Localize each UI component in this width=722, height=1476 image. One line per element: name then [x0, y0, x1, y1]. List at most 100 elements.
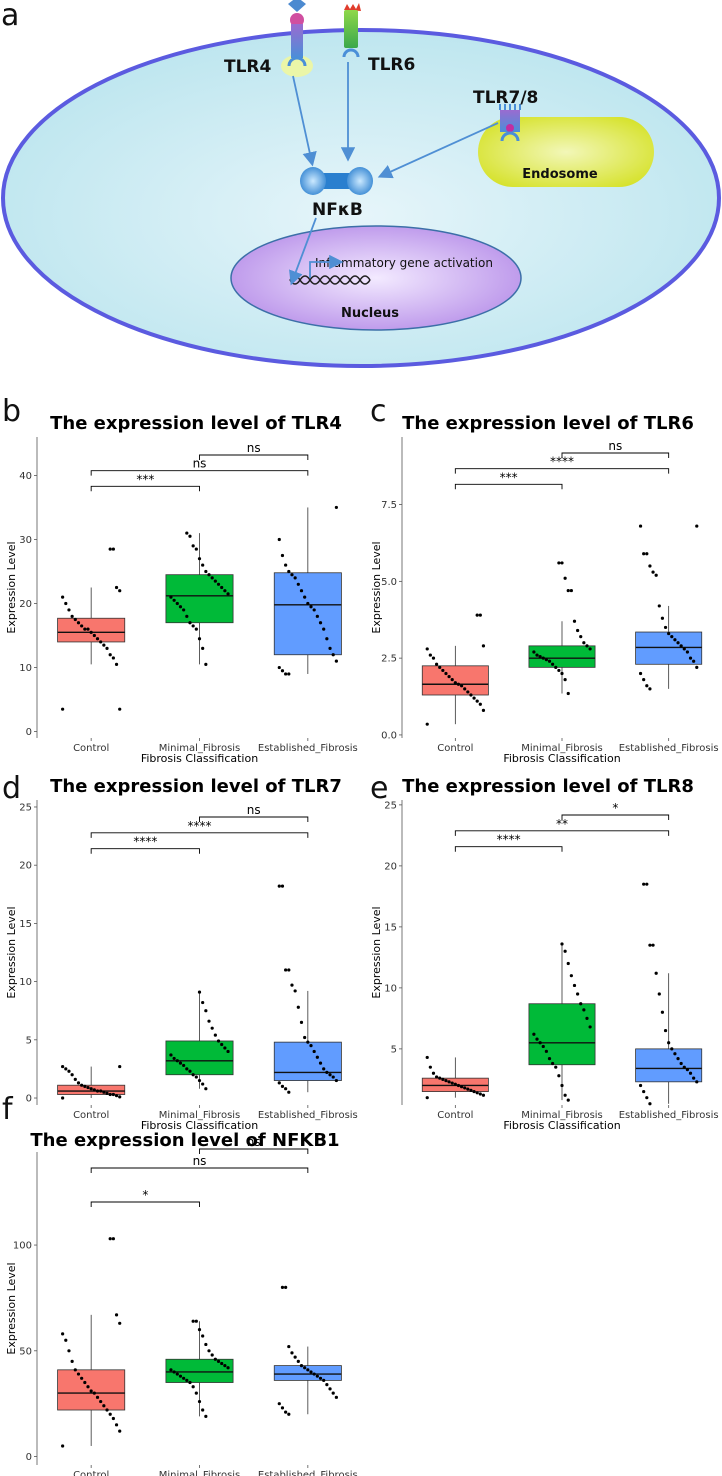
data-point: [92, 633, 96, 638]
significance-bracket: [454, 468, 670, 474]
data-point: [469, 1088, 473, 1092]
significance-label: ns: [608, 439, 622, 453]
data-point: [557, 561, 561, 565]
data-point: [541, 1044, 545, 1049]
data-point: [207, 1019, 211, 1023]
data-point: [293, 1355, 297, 1359]
data-point: [544, 658, 548, 662]
data-point: [588, 647, 592, 651]
data-point: [466, 1087, 470, 1091]
data-point: [303, 1366, 307, 1370]
data-point: [280, 884, 285, 888]
box-Minimal_Fibrosis: [165, 990, 234, 1091]
panel-letter-f: f: [2, 1092, 14, 1127]
data-point: [563, 949, 567, 953]
data-point: [334, 505, 338, 510]
data-point: [61, 595, 65, 599]
data-point: [70, 1359, 74, 1363]
y-tick-label: 7.5: [381, 500, 397, 511]
data-point: [670, 1047, 674, 1051]
panel-letter-b: b: [2, 394, 21, 429]
data-point: [76, 621, 81, 625]
data-point: [438, 1076, 442, 1080]
data-point: [210, 1026, 214, 1030]
data-point: [114, 1313, 119, 1317]
chart-title: The expression level of TLR7: [50, 776, 342, 797]
data-point: [175, 1059, 179, 1063]
cell-membrane: [1, 28, 721, 368]
data-point: [642, 678, 646, 682]
data-point: [657, 604, 661, 608]
data-point: [431, 1071, 436, 1075]
data-point: [670, 635, 674, 639]
data-point: [172, 1370, 176, 1374]
significance-label: ns: [247, 1135, 261, 1149]
x-tick-label: Minimal_Fibrosis: [521, 743, 603, 754]
significance-label: ***: [136, 472, 154, 486]
data-point: [334, 1395, 338, 1399]
data-point: [204, 1087, 208, 1091]
data-point: [563, 1093, 567, 1097]
data-point: [463, 1086, 467, 1090]
data-point: [99, 1089, 103, 1093]
significance-bracket: [199, 454, 309, 460]
box-iqr: [165, 1358, 234, 1383]
data-point: [312, 1372, 316, 1376]
data-point: [441, 1077, 445, 1081]
data-point: [447, 1080, 451, 1084]
box-Established_Fibrosis: [635, 524, 703, 691]
data-point: [61, 1096, 65, 1100]
data-point: [318, 1376, 323, 1380]
data-point: [172, 1056, 176, 1061]
data-point: [64, 1067, 68, 1071]
data-point: [322, 1067, 326, 1071]
data-point: [648, 1102, 652, 1106]
y-tick-label: 0.0: [381, 730, 397, 741]
data-point: [216, 1359, 221, 1363]
data-point: [306, 1368, 310, 1372]
data-point: [111, 547, 115, 551]
data-point: [475, 1091, 479, 1095]
box-Minimal_Fibrosis: [165, 1319, 234, 1418]
data-point: [660, 1010, 665, 1014]
significance-label: ****: [133, 835, 157, 849]
data-point: [99, 640, 103, 644]
data-point: [204, 662, 208, 666]
chart-b: The expression level of TLR4 0 10 20 30 40 Con…: [5, 413, 358, 765]
data-point: [169, 1053, 173, 1057]
y-tick-label: 10: [19, 977, 32, 988]
x-tick-label: Minimal_Fibrosis: [521, 1110, 603, 1121]
data-point: [566, 1098, 570, 1102]
data-point: [191, 624, 195, 628]
box-Established_Fibrosis: [273, 1285, 342, 1416]
data-point: [306, 601, 310, 606]
significance-label: ****: [550, 455, 574, 469]
data-point: [576, 628, 580, 633]
data-point: [220, 585, 224, 590]
data-point: [667, 631, 671, 636]
data-point: [280, 1084, 285, 1088]
data-point: [475, 699, 479, 703]
data-point: [535, 1037, 539, 1041]
significance-label: **: [556, 817, 568, 831]
data-point: [638, 1083, 643, 1088]
box-Control: [57, 1064, 126, 1100]
y-tick-label: 40: [19, 471, 32, 482]
data-point: [478, 1092, 482, 1096]
data-point: [438, 665, 442, 669]
data-point: [334, 659, 338, 663]
data-point: [64, 601, 68, 606]
data-point: [673, 638, 677, 642]
endosome: [478, 117, 654, 187]
significance-bracket: [199, 816, 309, 822]
x-axis-label: Fibrosis Classification: [141, 752, 258, 765]
data-point: [572, 619, 577, 623]
data-point: [328, 1073, 332, 1077]
data-point: [201, 1082, 205, 1086]
data-point: [277, 1081, 281, 1085]
significance-label: ****: [497, 833, 521, 847]
data-point: [663, 1028, 668, 1033]
data-point: [226, 1049, 230, 1054]
data-point: [188, 621, 192, 625]
data-point: [108, 1237, 112, 1241]
